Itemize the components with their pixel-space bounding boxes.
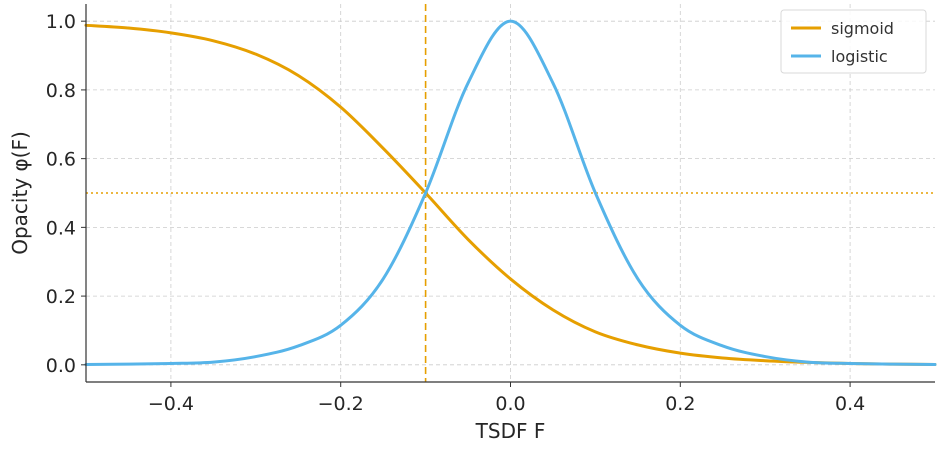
axes xyxy=(81,4,935,387)
y-tick-label: 0.6 xyxy=(46,149,76,171)
y-tick-label: 0.2 xyxy=(46,286,76,308)
legend-label-logistic: logistic xyxy=(831,47,888,66)
legend-label-sigmoid: sigmoid xyxy=(831,19,894,38)
tick-labels: −0.4 −0.2 0.0 0.2 0.4 0.0 0.2 0.4 0.6 0.8 1.0 xyxy=(46,11,865,415)
y-tick-label: 0.0 xyxy=(46,355,76,377)
y-tick-label: 1.0 xyxy=(46,11,76,33)
series-lines xyxy=(84,19,937,366)
y-tick-label: 0.8 xyxy=(46,80,76,102)
y-tick-label: 0.4 xyxy=(46,217,76,239)
x-axis-label: TSDF F xyxy=(475,419,546,443)
x-tick-label: −0.4 xyxy=(148,393,194,415)
x-tick-label: 0.2 xyxy=(665,393,695,415)
x-tick-label: 0.0 xyxy=(495,393,525,415)
series-line-logistic xyxy=(84,19,937,366)
y-axis-label: Opacity φ(F) xyxy=(8,131,32,255)
legend: sigmoid logistic xyxy=(780,9,927,74)
x-tick-label: −0.2 xyxy=(318,393,364,415)
x-tick-label: 0.4 xyxy=(835,393,865,415)
legend-items: sigmoid logistic xyxy=(791,19,894,66)
